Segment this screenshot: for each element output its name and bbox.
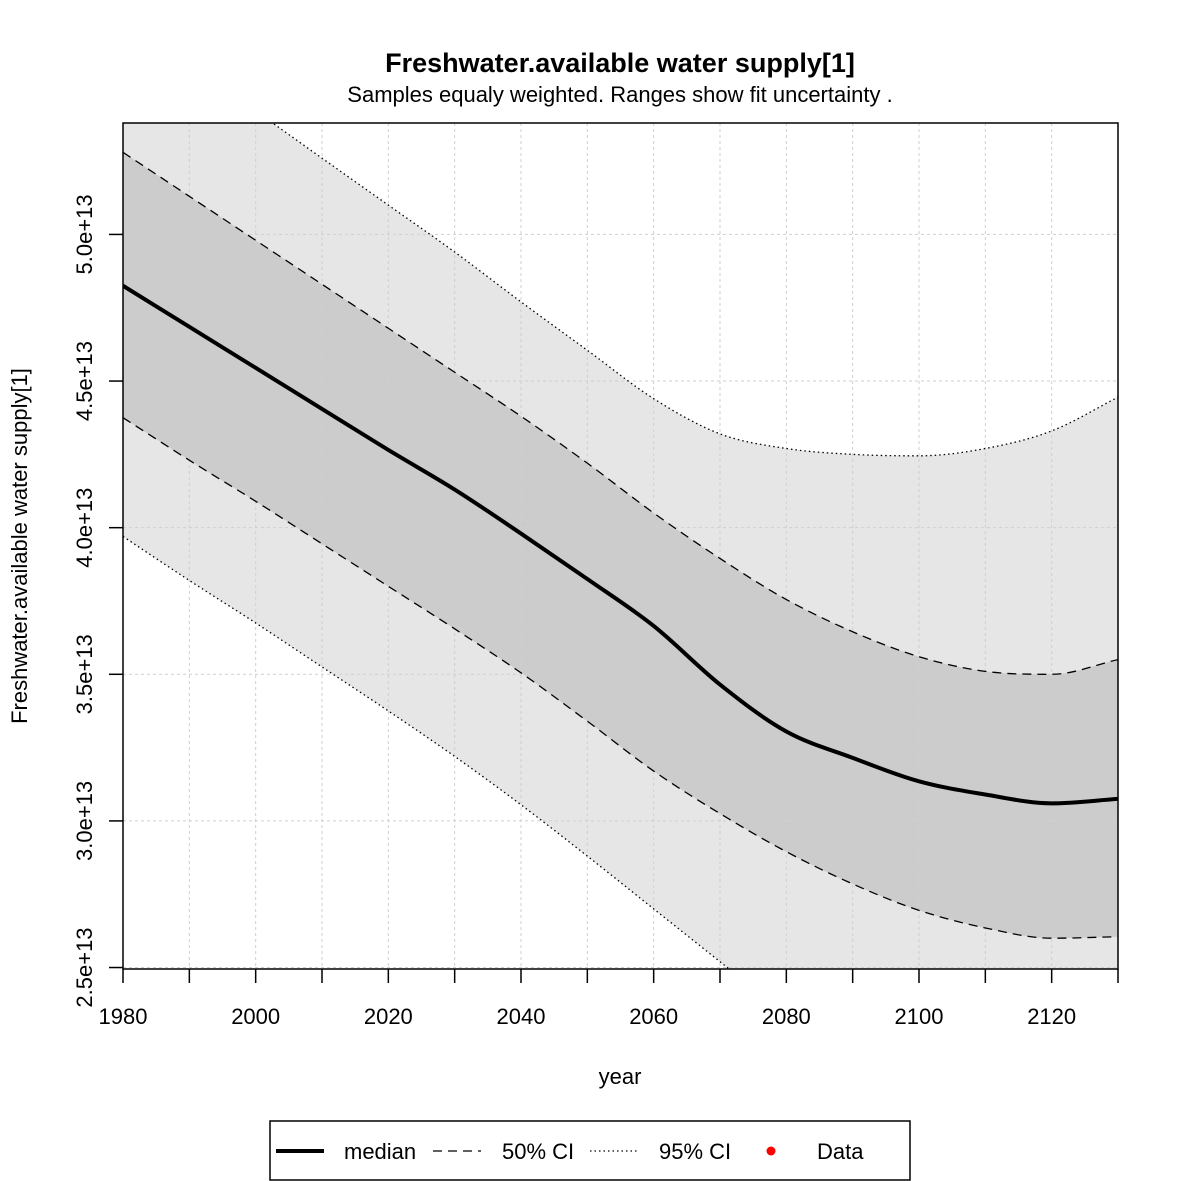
y-tick-label: 3.0e+13 xyxy=(72,781,97,861)
x-tick-label: 2120 xyxy=(1027,1004,1076,1029)
x-tick-label: 2000 xyxy=(231,1004,280,1029)
x-tick-label: 2080 xyxy=(762,1004,811,1029)
ci95-upper-line xyxy=(271,123,1118,457)
plot-area xyxy=(123,123,1118,969)
ci95-lower-line xyxy=(123,535,731,969)
x-tick-label: 2060 xyxy=(629,1004,678,1029)
y-tick-label: 5.0e+13 xyxy=(72,194,97,274)
x-tick-label: 2100 xyxy=(895,1004,944,1029)
series-lines xyxy=(123,123,1118,969)
plot-frame xyxy=(122,122,1119,970)
legend-label: 50% CI xyxy=(502,1139,574,1164)
ci50-lower-line xyxy=(123,417,1118,939)
band-50-ci xyxy=(123,152,1118,939)
y-tick-label: 4.5e+13 xyxy=(72,341,97,421)
x-axis-label: year xyxy=(599,1064,642,1089)
chart-subtitle: Samples equaly weighted. Ranges show fit… xyxy=(347,82,892,107)
legend-label: Data xyxy=(817,1139,864,1164)
y-axis-label: Freshwater.available water supply[1] xyxy=(7,368,32,724)
x-tick-label: 2040 xyxy=(497,1004,546,1029)
y-tick-label: 2.5e+13 xyxy=(72,927,97,1007)
x-axis: 1980 2000 2020 2040 2060 2080 2100 2120 xyxy=(99,969,1119,1029)
chart-title: Freshwater.available water supply[1] xyxy=(385,48,855,78)
band-50-area xyxy=(123,152,1118,939)
y-tick-label: 3.5e+13 xyxy=(72,634,97,714)
x-tick-label: 2020 xyxy=(364,1004,413,1029)
legend-label: 95% CI xyxy=(659,1139,731,1164)
grid-lines xyxy=(123,123,1118,969)
median-line xyxy=(123,284,1118,806)
legend-data-symbol xyxy=(766,1146,776,1156)
y-tick-label: 4.0e+13 xyxy=(72,488,97,568)
y-axis: 2.5e+13 3.0e+13 3.5e+13 4.0e+13 4.5e+13 5.0e+… xyxy=(72,194,123,1008)
legend: median 50% CI 95% CI Data xyxy=(269,1120,911,1181)
x-tick-label: 1980 xyxy=(99,1004,148,1029)
legend-label: median xyxy=(344,1139,416,1164)
ci50-upper-line xyxy=(123,151,1118,675)
